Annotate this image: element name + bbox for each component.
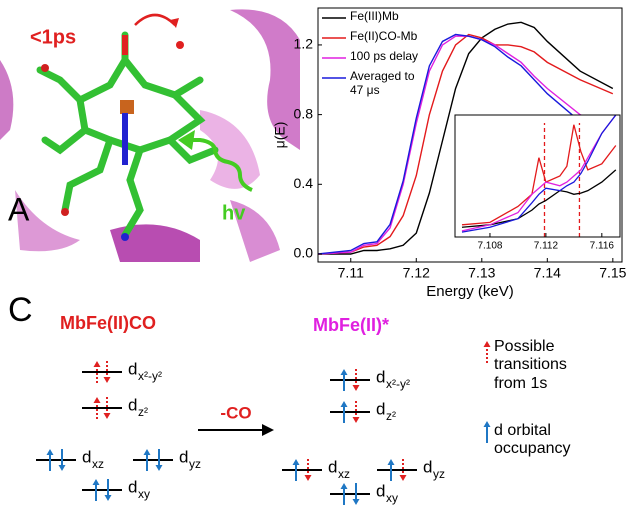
reaction-arrow-head (262, 424, 274, 436)
x-tick-label: 7.11 (338, 265, 364, 281)
orbital-label: d (423, 457, 432, 476)
orbital-label: d (376, 367, 385, 386)
legend-label: Fe(III)Mb (350, 10, 430, 24)
x-axis-label: Energy (keV) (426, 283, 514, 300)
orbital-subscript: xy (386, 491, 398, 505)
electron-arrow-head (144, 449, 151, 455)
electron-arrow-head (305, 475, 312, 481)
electron-arrow-head (353, 417, 360, 423)
electron-arrow-head (104, 377, 111, 383)
legend-label: Fe(II)CO-Mb (350, 30, 430, 44)
orbital-label: d (128, 359, 137, 378)
y-axis-label: μ(E) (272, 122, 288, 149)
electron-arrow-head (353, 499, 360, 505)
figure: A <1ps hv B Energy (keV) μ(E) C MbFe(II)… (0, 0, 638, 524)
orbital-label: d (376, 399, 385, 418)
electron-arrow-head (388, 459, 395, 465)
orbital-subscript: z² (386, 409, 396, 423)
y-tick-label: 0.8 (294, 105, 314, 121)
orbital-subscript: xz (92, 457, 104, 471)
x-tick-label: 7.116 (590, 241, 615, 252)
orbital-label: d (82, 447, 91, 466)
orbital-subscript: yz (189, 457, 201, 471)
panel-label: A (8, 191, 30, 227)
panel-label: C (8, 291, 33, 329)
plot-area (455, 115, 620, 237)
electron-arrow-head (104, 413, 111, 419)
orbital-subscript: z² (138, 405, 148, 419)
orbital-subscript: yz (433, 467, 445, 481)
light-annotation: hv (222, 202, 246, 224)
electron-arrow-head (94, 397, 101, 403)
electron-arrow-head (94, 361, 101, 367)
electron-arrow-head (47, 449, 54, 455)
orbital-label: d (328, 457, 337, 476)
electron-arrow-head (59, 465, 66, 471)
electron-arrow-head (484, 421, 491, 427)
right-title: MbFe(II)* (313, 315, 389, 335)
x-tick-label: 7.15 (599, 265, 626, 281)
legend-label: Averaged to 47 μs (350, 70, 430, 98)
electron-arrow-head (156, 465, 163, 471)
orbital-subscript: xz (338, 467, 350, 481)
legend-label: 100 ps delay (350, 50, 430, 64)
legend-text: Possible transitions from 1s (494, 338, 584, 393)
electron-arrow-head (93, 479, 100, 485)
legend-entry: d orbital occupancy (494, 422, 604, 472)
electron-arrow-head (105, 495, 112, 501)
orbital-subscript: x²-y² (386, 377, 410, 391)
left-title: MbFe(II)CO (60, 313, 156, 333)
x-tick-label: 7.14 (534, 265, 561, 281)
y-tick-label: 0.4 (294, 175, 314, 191)
electron-arrow-head (353, 385, 360, 391)
reaction-label: -CO (220, 403, 251, 422)
x-tick-label: 7.108 (477, 241, 502, 252)
electron-arrow-head (293, 459, 300, 465)
x-tick-label: 7.112 (534, 241, 559, 252)
legend-entry: Averaged to 47 μs (350, 70, 440, 106)
orbital-subscript: xy (138, 487, 150, 501)
electron-arrow-head (400, 475, 407, 481)
electron-arrow-head (341, 401, 348, 407)
orbital-label: d (128, 477, 137, 496)
y-tick-label: 0.0 (294, 245, 314, 261)
y-tick-label: 1.2 (294, 36, 314, 52)
legend-entry: Possible transitions from 1s (494, 338, 604, 408)
orbital-label: d (179, 447, 188, 466)
x-tick-label: 7.12 (403, 265, 430, 281)
electron-arrow-head (341, 483, 348, 489)
time-annotation: <1ps (30, 26, 76, 48)
orbital-label: d (376, 481, 385, 500)
electron-arrow-head (341, 369, 348, 375)
orbital-subscript: x²-y² (138, 369, 162, 383)
electron-arrow-head (484, 341, 491, 347)
orbital-label: d (128, 395, 137, 414)
legend-text: d orbital occupancy (494, 422, 584, 459)
x-tick-label: 7.13 (468, 265, 495, 281)
